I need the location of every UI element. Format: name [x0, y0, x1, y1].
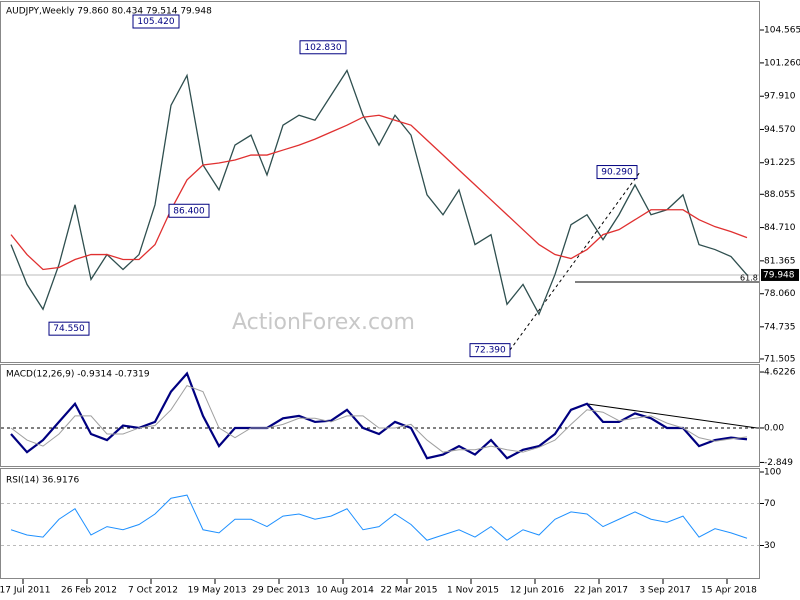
y-tick-label: 30 — [764, 541, 776, 551]
annotation-box — [48, 321, 90, 336]
y-tick-label: 104.565 — [764, 26, 800, 36]
x-tick-label: 3 Sep 2017 — [639, 586, 690, 596]
y-tick-label: 94.570 — [764, 125, 796, 135]
last-price-box — [761, 268, 799, 281]
last-price-label: 79.948 — [763, 270, 795, 280]
macd-trend-line — [587, 403, 758, 429]
price-panel — [0, 1, 760, 363]
y-tick-label: 97.910 — [764, 92, 796, 102]
y-tick-label: 70 — [764, 499, 776, 509]
x-tick-label: 15 Apr 2018 — [701, 586, 757, 596]
rsi-panel — [0, 468, 760, 579]
y-tick-label: 74.735 — [764, 322, 796, 332]
series-line — [10, 371, 748, 460]
annotation-label: 72.390 — [474, 346, 506, 356]
x-tick-label: 19 May 2013 — [188, 586, 247, 596]
panel-title: AUDJPY,Weekly 79.860 80.434 79.514 79.94… — [6, 7, 212, 17]
fib-label: 61.8 — [740, 273, 758, 282]
y-tick-label: -2.849 — [764, 458, 793, 468]
panel-title: MACD(12,26,9) -0.9314 -0.7319 — [6, 370, 150, 380]
x-tick-label: 1 Nov 2015 — [447, 586, 499, 596]
x-tick-label: 12 Jun 2016 — [510, 586, 564, 596]
y-tick-label: 101.260 — [764, 58, 800, 68]
annotation-box — [168, 203, 210, 218]
y-tick-label: 0.00 — [764, 423, 784, 433]
y-tick-label: 4.6226 — [764, 368, 796, 378]
series-line — [10, 384, 748, 453]
annotation-label: 86.400 — [173, 206, 205, 216]
x-tick-label: 29 Dec 2013 — [252, 586, 310, 596]
annotation-box — [596, 165, 638, 180]
y-tick-label: 71.505 — [764, 354, 796, 364]
x-tick-label: 26 Feb 2012 — [61, 586, 117, 596]
watermark: ActionForex.com — [232, 310, 415, 335]
y-tick-label: 78.060 — [764, 289, 796, 299]
macd-panel — [0, 364, 760, 467]
y-tick-label: 81.365 — [764, 256, 796, 266]
series-line — [10, 114, 748, 271]
y-tick-label: 100 — [764, 468, 781, 478]
series-line — [10, 494, 748, 541]
annotation-label: 102.830 — [304, 43, 341, 53]
x-tick-label: 22 Mar 2015 — [380, 586, 437, 596]
x-tick-label: 17 Jul 2011 — [0, 586, 50, 596]
x-tick-label: 10 Aug 2014 — [316, 586, 374, 596]
y-tick-label: 88.055 — [764, 190, 796, 200]
x-tick-label: 22 Jan 2017 — [574, 586, 628, 596]
annotation-box — [132, 14, 180, 29]
annotation-box — [299, 40, 347, 55]
annotation-box — [469, 343, 511, 358]
panel-title: RSI(14) 36.9176 — [6, 476, 79, 486]
annotation-label: 74.550 — [53, 324, 85, 334]
annotation-label: 105.420 — [137, 17, 174, 27]
annotation-label: 90.290 — [601, 168, 633, 178]
y-tick-label: 84.710 — [764, 223, 796, 233]
y-tick-label: 91.225 — [764, 158, 796, 168]
trend-line — [509, 171, 641, 351]
x-tick-label: 7 Oct 2012 — [128, 586, 178, 596]
